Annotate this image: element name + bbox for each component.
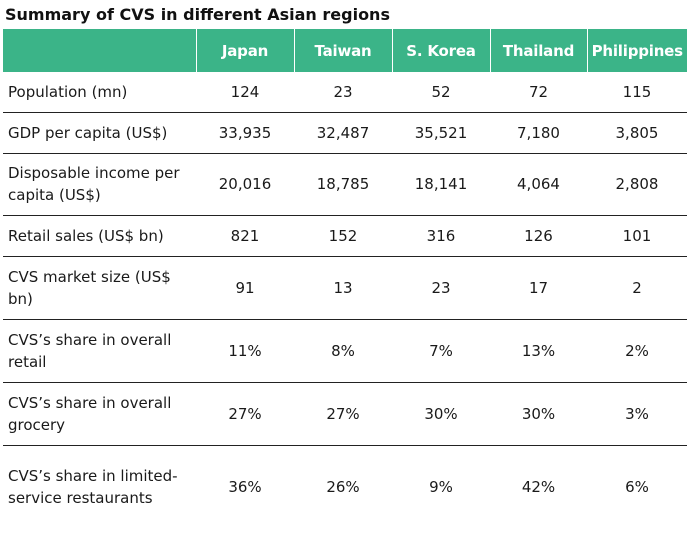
cell-japan: 821 <box>196 215 294 257</box>
cell-south-korea: 30% <box>392 382 490 446</box>
cell-south-korea: 23 <box>392 256 490 320</box>
cell-japan: 124 <box>196 72 294 113</box>
row-label: Retail sales (US$ bn) <box>3 215 196 257</box>
cell-japan: 27% <box>196 382 294 446</box>
cell-philippines: 3,805 <box>587 112 687 154</box>
table-row: CVS’s share in overall grocery 27% 27% 3… <box>3 382 687 446</box>
row-label: CVS’s share in overall retail <box>3 319 196 383</box>
cell-taiwan: 18,785 <box>294 153 392 216</box>
table-row: Retail sales (US$ bn) 821 152 316 126 10… <box>3 215 687 257</box>
cell-japan: 36% <box>228 478 262 497</box>
cell-philippines: 2 <box>587 256 687 320</box>
cell-philippines: 6% <box>625 478 649 497</box>
cell-south-korea: 35,521 <box>392 112 490 154</box>
row-label: CVS market size (US$ bn) <box>3 256 196 320</box>
cell-south-korea: 18,141 <box>392 153 490 216</box>
row-label: CVS’s share in overall grocery <box>3 382 196 446</box>
header-cell-thailand: Thailand <box>490 29 588 72</box>
cell-thailand: 13% <box>490 319 587 383</box>
cell-south-korea: 9% <box>429 478 453 497</box>
cell-japan: 11% <box>196 319 294 383</box>
table-row: CVS’s share in limited-service restauran… <box>3 445 687 529</box>
table-row: GDP per capita (US$) 33,935 32,487 35,52… <box>3 112 687 154</box>
cell-philippines: 2% <box>587 319 687 383</box>
cell-thailand: 30% <box>490 382 587 446</box>
table-row: CVS market size (US$ bn) 91 13 23 17 2 <box>3 256 687 320</box>
row-label: CVS’s share in limited-service restauran… <box>8 467 178 508</box>
cell-taiwan: 26% <box>326 478 360 497</box>
cell-taiwan: 23 <box>294 72 392 113</box>
header-cell-japan: Japan <box>196 29 295 72</box>
table-title: Summary of CVS in different Asian region… <box>5 5 390 24</box>
row-label: Population (mn) <box>3 72 196 113</box>
cell-taiwan: 13 <box>294 256 392 320</box>
cell-taiwan: 32,487 <box>294 112 392 154</box>
cell-thailand: 42% <box>521 478 556 497</box>
table-row: Population (mn) 124 23 52 72 115 <box>3 72 687 113</box>
cell-thailand: 4,064 <box>490 153 587 216</box>
header-cell-south-korea: S. Korea <box>392 29 491 72</box>
cell-south-korea: 52 <box>392 72 490 113</box>
cell-south-korea: 316 <box>392 215 490 257</box>
cell-philippines: 101 <box>587 215 687 257</box>
row-label: GDP per capita (US$) <box>3 112 196 154</box>
cell-thailand: 17 <box>490 256 587 320</box>
cell-taiwan: 152 <box>294 215 392 257</box>
cell-japan: 20,016 <box>196 153 294 216</box>
table-row: Disposable income per capita (US$) 20,01… <box>3 153 687 216</box>
cell-south-korea: 7% <box>392 319 490 383</box>
header-row: Japan Taiwan S. Korea Thailand Philippin… <box>3 29 687 72</box>
cell-thailand: 7,180 <box>490 112 587 154</box>
cell-taiwan: 27% <box>294 382 392 446</box>
cell-japan: 91 <box>196 256 294 320</box>
header-cell-philippines: Philippines <box>587 29 687 72</box>
cell-philippines: 115 <box>587 72 687 113</box>
cvs-summary-table: Japan Taiwan S. Korea Thailand Philippin… <box>3 29 687 529</box>
header-cell-taiwan: Taiwan <box>294 29 393 72</box>
cell-philippines: 2,808 <box>587 153 687 216</box>
cell-taiwan: 8% <box>294 319 392 383</box>
cell-thailand: 126 <box>490 215 587 257</box>
cell-japan: 33,935 <box>196 112 294 154</box>
row-label: Disposable income per capita (US$) <box>3 153 196 216</box>
cell-thailand: 72 <box>490 72 587 113</box>
cell-philippines: 3% <box>587 382 687 446</box>
table-row: CVS’s share in overall retail 11% 8% 7% … <box>3 319 687 383</box>
header-cell-blank <box>3 29 197 72</box>
